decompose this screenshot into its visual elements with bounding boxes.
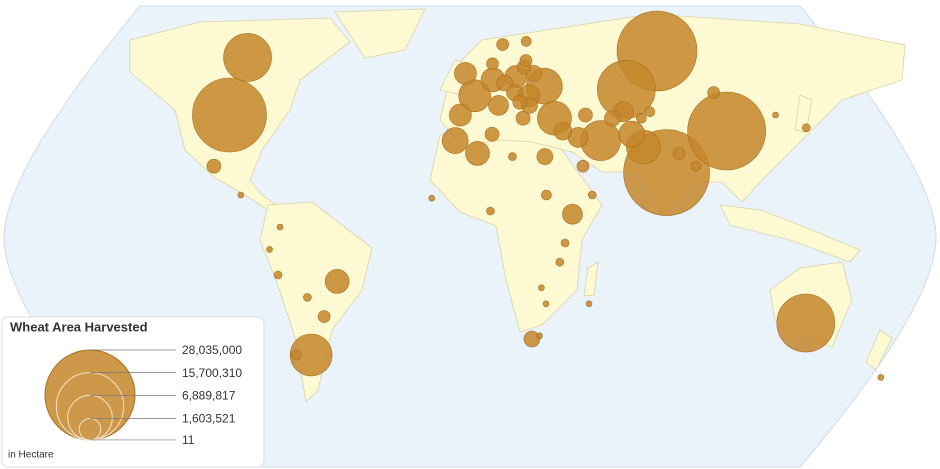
bubble: [576, 159, 590, 173]
unit-note: in Hectare: [8, 450, 54, 461]
bubble: [266, 246, 273, 253]
bubble: [553, 121, 573, 141]
bubble: [317, 310, 331, 323]
bubble: [560, 238, 570, 248]
bubble: [291, 349, 302, 361]
bubble: [687, 91, 766, 171]
bubble: [578, 107, 593, 123]
bubble: [324, 269, 350, 294]
bubble: [772, 111, 779, 119]
bubble: [441, 127, 469, 154]
bubble: [454, 62, 477, 85]
bubble: [801, 123, 811, 133]
bubble: [776, 293, 836, 353]
bubble: [562, 203, 583, 225]
bubble: [542, 300, 550, 308]
legend-label: 1,603,521: [182, 412, 236, 426]
bubble: [512, 94, 528, 110]
bubble: [303, 293, 312, 302]
bubble: [465, 141, 490, 166]
bubble: [428, 194, 436, 202]
bubble: [486, 57, 499, 71]
bubble: [206, 158, 222, 174]
bubble: [484, 126, 500, 142]
bubble: [877, 374, 885, 381]
bubble: [496, 74, 513, 92]
bubble: [536, 332, 543, 340]
bubble: [536, 148, 554, 165]
bubble: [192, 77, 267, 153]
bubble: [237, 191, 245, 199]
bubble: [644, 106, 656, 118]
bubble: [496, 38, 509, 51]
bubble: [555, 257, 565, 267]
size-legend: 28,035,000 15,700,310 6,889,817 1,603,521 11: [44, 343, 242, 447]
bubble: [672, 147, 686, 160]
bubbles: [192, 10, 885, 381]
bubble: [276, 223, 284, 231]
legend-label: 28,035,000: [182, 343, 242, 357]
bubble: [508, 152, 517, 161]
bubble: [223, 33, 272, 82]
legend-label: 15,700,310: [182, 366, 242, 380]
bubble: [587, 190, 597, 200]
bubble: [690, 160, 702, 172]
bubble: [520, 36, 532, 47]
bubble: [273, 270, 283, 280]
bubble: [289, 333, 333, 377]
bubble: [449, 103, 472, 127]
bubble: [541, 189, 552, 201]
bubble: [519, 54, 533, 67]
bubble: [515, 110, 531, 126]
bubble: [707, 86, 720, 99]
legend-title: Wheat Area Harvested: [10, 319, 148, 334]
legend-label: 6,889,817: [182, 389, 236, 403]
bubble: [604, 109, 621, 127]
bubble: [488, 95, 509, 116]
legend-label: 11: [182, 433, 195, 447]
bubble: [585, 300, 593, 308]
bubble: [538, 284, 545, 292]
bubble: [636, 112, 647, 124]
bubble: [618, 120, 646, 148]
bubble: [486, 206, 495, 216]
